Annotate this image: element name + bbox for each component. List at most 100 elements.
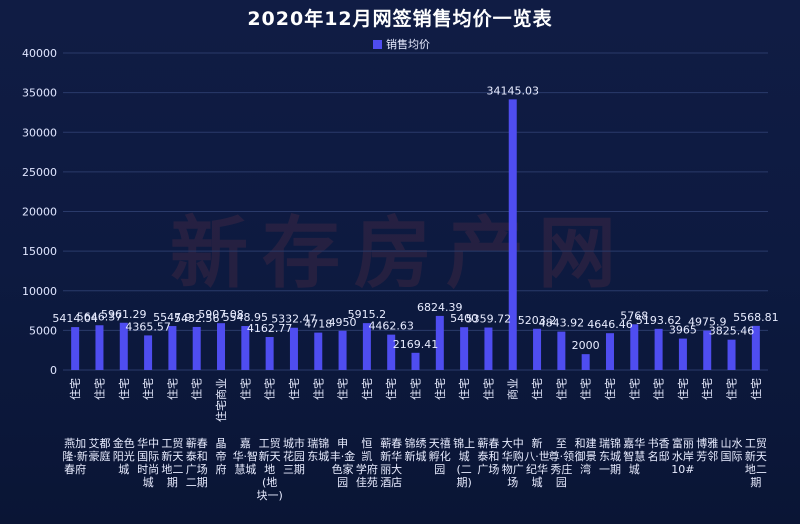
category-name-line: 期) [456, 476, 471, 489]
category-type-label: 住宅 [554, 378, 568, 400]
category-name-line: 豪庭 [88, 449, 110, 463]
bar[interactable] [654, 328, 663, 370]
bars [71, 99, 760, 370]
category-name-line: 锦上 [453, 436, 475, 450]
value-label: 5961.29 [101, 308, 147, 321]
category-name-line: 新城 [405, 449, 427, 463]
bar[interactable] [533, 328, 542, 370]
bar[interactable] [119, 322, 128, 370]
category-name-line: 工贸 [161, 437, 183, 450]
value-label: 4950 [329, 316, 357, 329]
bar[interactable] [71, 327, 80, 370]
bar[interactable] [484, 327, 493, 370]
category-type-label: 住宅 [165, 378, 179, 400]
category-name-line: 工贸 [259, 437, 281, 450]
bar[interactable] [217, 323, 226, 370]
category-name-line: 富丽 [672, 436, 694, 450]
category-name-line: 一期 [599, 463, 621, 476]
y-tick-label: 25000 [22, 166, 57, 179]
category-type-label: 住宅 [457, 378, 471, 400]
category-type-label: 住宅 [141, 378, 155, 400]
category-name-line: 地二 [161, 463, 183, 476]
category-name-line: 国际 [721, 450, 743, 463]
category-name-line: 御景 [575, 449, 597, 463]
y-tick-label: 30000 [22, 126, 57, 139]
category-name-line: 广场 [186, 462, 208, 476]
value-label: 4365.57 [125, 320, 171, 333]
category-name-line: 地 [264, 463, 275, 476]
value-label: 5193.62 [636, 314, 682, 327]
category-name-line: 城市 [283, 436, 305, 450]
category-name-line: 新天 [161, 449, 183, 463]
category-name-line: 山水 [721, 437, 743, 450]
value-label: 5432.56 [174, 312, 220, 325]
category-name-line: 燕加 [64, 437, 86, 450]
category-name-line: 泰和 [186, 449, 208, 463]
category-name-line: 华中 [137, 436, 159, 450]
bar[interactable] [703, 330, 712, 370]
chart-title: 2020年12月网签销售均价一览表 [247, 8, 553, 30]
value-label: 4975.9 [688, 316, 727, 329]
y-tick-label: 40000 [22, 47, 57, 60]
category-name-line: 金色 [113, 436, 135, 450]
category-name-line: 二期 [186, 476, 208, 489]
category-name-line: 至 [556, 437, 567, 450]
y-tick-label: 0 [50, 364, 57, 377]
bar[interactable] [362, 323, 371, 370]
category-name-line: 艾都 [88, 437, 110, 450]
bar[interactable] [678, 338, 687, 370]
bar[interactable] [314, 332, 323, 370]
bar[interactable] [241, 326, 250, 370]
bar[interactable] [581, 354, 590, 370]
value-label: 34145.03 [486, 84, 539, 97]
category-type-label: 住宅 [579, 378, 593, 400]
bar[interactable] [387, 334, 396, 370]
y-tick-label: 35000 [22, 87, 57, 100]
y-tick-label: 5000 [29, 324, 57, 337]
bar[interactable] [727, 339, 736, 370]
bar[interactable] [95, 325, 104, 370]
category-name-line: 场 [507, 475, 518, 489]
bar[interactable] [144, 335, 153, 370]
category-name-line: 瑞锦 [307, 436, 329, 450]
bar[interactable] [338, 330, 347, 370]
value-label: 4646.46 [587, 318, 633, 331]
category-name-line: 国际 [137, 450, 159, 463]
category-type-label: 住宅 [603, 378, 617, 400]
category-name-line: 湾 [580, 462, 591, 476]
bar[interactable] [265, 337, 274, 370]
category-name-line: 锦绣 [405, 436, 427, 450]
bar[interactable] [460, 327, 469, 370]
category-type-label: 住宅 [409, 378, 423, 400]
category-name-line: 佳苑 [356, 475, 378, 489]
category-name-line: 园 [337, 476, 348, 489]
category-type-label: 住宅 [92, 378, 106, 400]
category-name-line: 府 [216, 462, 227, 476]
category-name-line: 慧城 [234, 462, 256, 476]
category-name-line: 东城 [307, 450, 329, 463]
category-type-label: 住宅 [287, 378, 301, 400]
category-name-line: 物广 [502, 462, 524, 476]
value-label: 2000 [572, 339, 600, 352]
value-label: 2169.41 [393, 338, 439, 351]
legend[interactable]: 销售均价 [373, 37, 430, 51]
category-name-line: 园 [556, 476, 567, 489]
gridlines [63, 52, 768, 371]
category-name-line: 尊·领 [549, 449, 575, 463]
category-type-label: 住宅 [238, 378, 252, 400]
category-name-line: 10# [671, 463, 694, 476]
category-type-label: 住宅 [263, 378, 277, 400]
category-name-line: 泰和 [477, 449, 499, 463]
bar[interactable] [411, 352, 420, 370]
bar[interactable] [557, 331, 566, 370]
bar[interactable] [192, 326, 201, 370]
bar[interactable] [605, 333, 614, 370]
bar[interactable] [435, 315, 444, 370]
category-labels: 住宅燕加隆·新春府住宅艾都豪庭住宅金色阳光城住宅华中国际时尚城住宅工贸新天地二期… [62, 378, 766, 502]
bar[interactable] [751, 325, 760, 370]
bar[interactable] [289, 327, 298, 370]
bar[interactable] [508, 99, 517, 370]
bar[interactable] [630, 324, 639, 370]
bar[interactable] [168, 326, 177, 370]
